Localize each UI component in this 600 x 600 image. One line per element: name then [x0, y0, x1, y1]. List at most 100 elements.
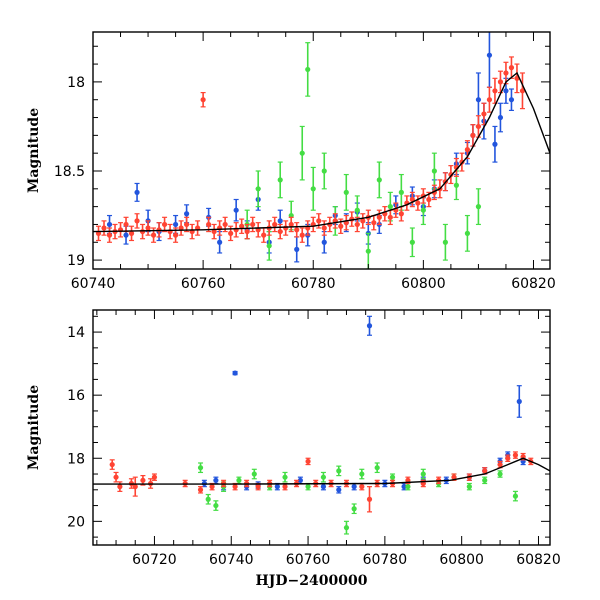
data-point — [184, 211, 190, 217]
data-point — [109, 461, 115, 468]
data-point — [415, 200, 421, 206]
data-point — [497, 461, 503, 468]
data-point — [451, 474, 457, 480]
data-point — [255, 186, 261, 192]
x-tick-label: 60740 — [71, 276, 116, 292]
data-point — [228, 230, 234, 236]
x-axis-title: HJD−2400000 — [256, 573, 368, 589]
data-point — [206, 221, 212, 228]
data-point — [184, 221, 190, 228]
x-tick-label: 60720 — [132, 552, 177, 568]
model-curve — [93, 71, 550, 233]
plot-frame — [92, 309, 551, 546]
x-tick-label: 60800 — [401, 276, 446, 292]
data-point — [200, 97, 206, 103]
data-point — [519, 88, 526, 94]
data-point — [512, 452, 519, 458]
series-0 — [201, 315, 526, 494]
data-point — [516, 398, 522, 405]
data-point — [475, 123, 482, 130]
data-point — [448, 171, 454, 178]
data-point — [151, 474, 158, 480]
y-axis-title: Magnitude — [26, 108, 42, 193]
x-tick-label: 60820 — [511, 276, 556, 292]
data-point — [482, 477, 488, 483]
data-point — [255, 484, 261, 490]
data-point — [497, 114, 504, 121]
data-point — [277, 177, 283, 183]
data-point — [351, 484, 357, 490]
data-point — [288, 221, 294, 228]
x-tick-label: 60740 — [209, 552, 254, 568]
y-axis-title: Magnitude — [26, 385, 42, 470]
data-point — [272, 221, 278, 228]
data-point — [497, 79, 504, 85]
data-point — [282, 474, 288, 480]
data-point — [209, 484, 215, 490]
data-point — [492, 88, 498, 94]
data-point — [305, 66, 311, 73]
data-point — [233, 207, 239, 213]
data-point — [117, 484, 123, 490]
data-point — [520, 454, 526, 460]
y-tick-label: 16 — [67, 388, 85, 404]
x-tick-label: 60820 — [516, 552, 561, 568]
data-point — [297, 477, 303, 483]
data-point — [305, 458, 311, 465]
data-point — [482, 468, 488, 474]
y-tick-label: 19 — [67, 253, 85, 269]
plot-frame — [92, 31, 551, 270]
data-point — [211, 228, 217, 235]
data-point — [387, 204, 393, 210]
data-point — [366, 323, 373, 329]
data-point — [140, 477, 146, 483]
data-point — [503, 70, 509, 76]
data-point — [512, 493, 519, 499]
data-point — [320, 484, 327, 490]
y-tick-label: 18 — [67, 451, 85, 467]
data-point — [505, 455, 511, 461]
data-point — [365, 248, 371, 254]
y-tick-label: 18 — [67, 75, 85, 91]
data-point — [172, 232, 179, 238]
data-point — [305, 484, 311, 490]
data-point — [366, 496, 373, 502]
data-point — [197, 487, 204, 493]
data-point — [274, 484, 280, 490]
data-point — [376, 177, 382, 183]
data-point — [359, 484, 365, 490]
data-point — [354, 207, 360, 213]
data-point — [409, 239, 415, 245]
data-point — [178, 225, 184, 231]
data-point — [398, 211, 404, 217]
data-point — [486, 97, 493, 103]
bottom-panel: 60720 60740 60760 60780 60800 60820 14 16 18 20 Ma… — [26, 309, 561, 589]
data-point — [294, 246, 300, 252]
data-point — [389, 474, 396, 480]
data-point — [431, 168, 437, 174]
data-point — [321, 168, 327, 174]
data-point — [244, 228, 250, 235]
data-point — [470, 132, 476, 138]
data-point — [336, 468, 342, 474]
data-point — [343, 189, 349, 195]
data-point — [398, 189, 404, 195]
data-point — [374, 465, 380, 471]
data-point — [250, 221, 256, 228]
data-point — [239, 223, 245, 229]
data-point — [475, 97, 482, 103]
data-point — [236, 477, 242, 483]
data-point — [360, 218, 366, 224]
data-point — [420, 207, 426, 213]
data-point — [134, 189, 140, 195]
data-point — [106, 232, 113, 238]
data-point — [371, 220, 377, 226]
data-point — [426, 196, 432, 203]
data-point — [492, 141, 498, 147]
data-point — [453, 182, 459, 188]
data-point — [101, 225, 107, 231]
data-point — [113, 474, 119, 480]
y-tick-label: 20 — [67, 514, 85, 530]
data-point — [464, 147, 471, 153]
data-point — [222, 221, 228, 228]
